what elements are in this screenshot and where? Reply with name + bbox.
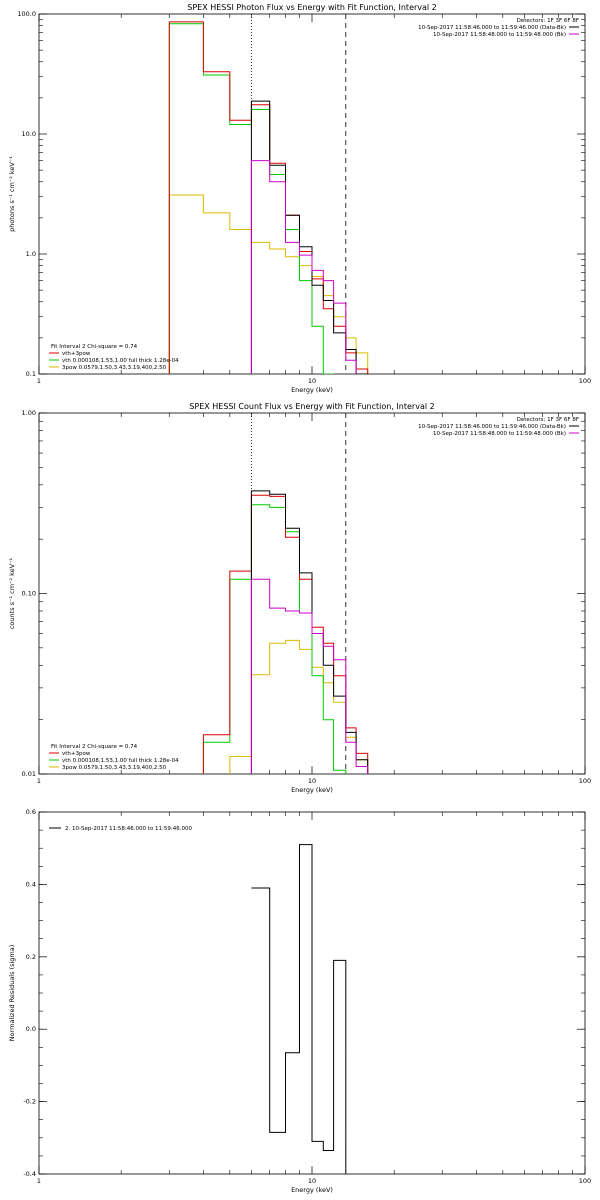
series-three-pow (229, 639, 369, 774)
legend-entry: Detectors: 1F 3F 6F 8F (517, 417, 579, 423)
legend-entry: 10-Sep-2017 11:58:48.000 to 11:59:48.000… (433, 32, 566, 38)
series-bk (250, 160, 369, 374)
legend-entry: 10-Sep-2017 11:58:46.000 to 11:59:46.000… (418, 25, 566, 31)
legend-entry: Fit Interval 2 Chi-square = 0.74 (51, 744, 138, 750)
legend-entry: 2. 10-Sep-2017 11:58:46.000 to 11:59:46.… (65, 826, 192, 832)
y-tick-label: 0.1 (26, 370, 36, 378)
y-tick-label: 100.0 (17, 10, 36, 18)
series-data (250, 100, 368, 374)
y-axis-label: photons s⁻¹ cm⁻² keV⁻¹ (8, 156, 16, 232)
y-tick-label: -0.2 (23, 1098, 36, 1106)
legend-entry: Fit Interval 2 Chi-square = 0.74 (51, 344, 138, 350)
y-tick-label: 0.4 (26, 880, 36, 888)
x-axis-label: Energy (keV) (291, 386, 333, 394)
panel-2 (38, 412, 586, 775)
panel-3 (38, 811, 586, 1175)
x-tick-label: 100 (579, 777, 591, 785)
x-tick-label: 1 (37, 377, 41, 385)
y-tick-label: 0.2 (26, 953, 36, 961)
panel-1 (38, 13, 586, 375)
y-tick-label: 0.01 (22, 770, 36, 778)
legend-entry: vth 0.000108,1.53,1.00 full thick 1.28e-… (62, 358, 179, 364)
legend-entry: vth 0.000108,1.53,1.00 full thick 1.28e-… (62, 758, 179, 764)
legend-entry: 3pow 0.0579,1.50,3.43,3.19,400,2.50 (62, 365, 167, 371)
legend-entry: 10-Sep-2017 11:58:48.000 to 11:59:48.000… (433, 431, 566, 437)
series-bk (250, 578, 369, 774)
y-tick-label: -0.4 (23, 1170, 36, 1178)
x-tick-label: 1 (37, 777, 41, 785)
y-tick-label: 0.0 (26, 1025, 36, 1033)
x-tick-label: 10 (308, 1177, 316, 1185)
chart-title: SPEX HESSI Photon Flux vs Energy with Fi… (187, 3, 437, 12)
y-tick-label: 1.0 (26, 250, 36, 258)
x-axis-label: Energy (keV) (291, 1186, 333, 1194)
legend-entry: vth+3pow (62, 751, 91, 757)
y-axis-label: counts s⁻¹ cm⁻² keV⁻¹ (8, 557, 16, 629)
legend-entry: vth+3pow (62, 351, 91, 357)
series-three-pow (168, 194, 369, 374)
legend-entry: 10-Sep-2017 11:58:46.000 to 11:59:46.000… (418, 424, 566, 430)
x-tick-label: 10 (308, 377, 316, 385)
y-axis-label: Normalized Residuals (sigma) (8, 945, 16, 1042)
series-vth-3pow (168, 21, 369, 374)
x-axis-label: Energy (keV) (291, 786, 333, 794)
y-tick-label: 0.10 (22, 590, 36, 598)
x-tick-label: 100 (579, 377, 591, 385)
y-tick-label: 1.00 (22, 409, 36, 417)
chart-title: SPEX HESSI Count Flux vs Energy with Fit… (189, 402, 434, 411)
legend-entry: 3pow 0.0579,1.50,3.43,3.19,400,2.50 (62, 765, 167, 771)
series-data (250, 490, 369, 774)
y-tick-label: 0.6 (26, 808, 36, 816)
legend-entry: Detectors: 1F 3F 6F 8F (517, 18, 579, 24)
x-tick-label: 100 (579, 1177, 591, 1185)
x-tick-label: 1 (37, 1177, 41, 1185)
series-data (251, 844, 347, 1174)
series-vth-3pow (202, 494, 369, 774)
series-vth (202, 504, 347, 774)
y-tick-label: 10.0 (22, 130, 36, 138)
x-tick-label: 10 (308, 777, 316, 785)
